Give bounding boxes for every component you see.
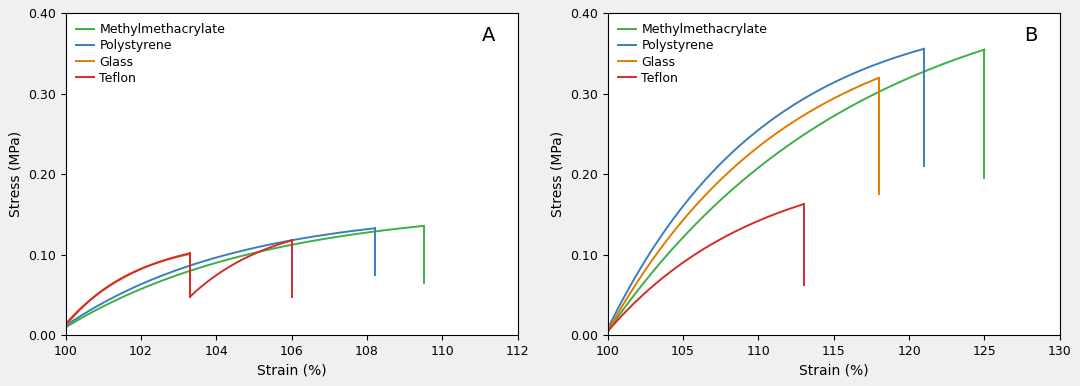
Teflon — [133, 267, 146, 272]
Polystyrene — [888, 56, 901, 60]
Polystyrene — [60, 323, 73, 327]
Glass — [602, 329, 615, 334]
Methylmethacrylate — [825, 115, 838, 119]
Glass — [184, 252, 197, 256]
X-axis label: Strain (%): Strain (%) — [799, 364, 868, 378]
Line: Glass: Glass — [608, 78, 879, 331]
Glass — [829, 95, 842, 100]
Methylmethacrylate — [59, 325, 72, 330]
Legend: Methylmethacrylate, Polystyrene, Glass, Teflon: Methylmethacrylate, Polystyrene, Glass, … — [613, 20, 771, 88]
Text: B: B — [1024, 26, 1037, 45]
Glass — [59, 323, 72, 328]
Methylmethacrylate — [978, 47, 991, 52]
Methylmethacrylate — [417, 223, 430, 228]
Methylmethacrylate — [279, 244, 292, 249]
Methylmethacrylate — [60, 324, 73, 329]
Line: Methylmethacrylate: Methylmethacrylate — [66, 226, 423, 327]
Teflon — [717, 235, 730, 240]
Line: Polystyrene: Polystyrene — [608, 49, 924, 329]
Teflon — [135, 266, 148, 271]
Line: Polystyrene: Polystyrene — [66, 228, 375, 326]
Y-axis label: Stress (MPa): Stress (MPa) — [551, 131, 565, 217]
Polystyrene — [795, 98, 808, 103]
Polystyrene — [788, 102, 801, 107]
Methylmethacrylate — [824, 115, 837, 120]
Polystyrene — [59, 323, 72, 328]
Glass — [847, 86, 860, 91]
Teflon — [172, 254, 185, 259]
Methylmethacrylate — [919, 69, 932, 73]
Teflon — [721, 233, 734, 238]
Teflon — [602, 329, 615, 334]
Polystyrene — [603, 325, 616, 329]
Methylmethacrylate — [602, 329, 615, 334]
Glass — [135, 266, 148, 271]
Polystyrene — [918, 46, 931, 51]
Text: A: A — [482, 26, 495, 45]
Teflon — [184, 251, 197, 256]
Teflon — [767, 213, 780, 217]
Teflon — [797, 202, 810, 207]
Polystyrene — [789, 101, 802, 106]
Glass — [767, 133, 780, 137]
Line: Teflon: Teflon — [608, 204, 804, 331]
Line: Methylmethacrylate: Methylmethacrylate — [608, 49, 985, 331]
Polystyrene — [868, 63, 881, 67]
Polystyrene — [320, 232, 333, 237]
Methylmethacrylate — [361, 230, 374, 235]
Methylmethacrylate — [271, 245, 284, 250]
Polystyrene — [242, 247, 255, 252]
Polystyrene — [248, 245, 261, 250]
Teflon — [59, 322, 72, 327]
Teflon — [779, 208, 792, 213]
Methylmethacrylate — [832, 111, 845, 116]
Glass — [873, 75, 886, 80]
Teflon — [59, 321, 72, 326]
Glass — [59, 323, 72, 328]
Glass — [172, 254, 185, 259]
Teflon — [133, 267, 146, 272]
Methylmethacrylate — [272, 245, 285, 250]
Teflon — [164, 256, 177, 261]
Polystyrene — [243, 247, 256, 251]
Legend: Methylmethacrylate, Polystyrene, Glass, Teflon: Methylmethacrylate, Polystyrene, Glass, … — [72, 20, 229, 88]
Polystyrene — [339, 230, 352, 234]
Glass — [164, 256, 177, 261]
Methylmethacrylate — [383, 227, 396, 232]
Polystyrene — [368, 226, 381, 230]
Line: Glass: Glass — [66, 254, 190, 326]
Teflon — [602, 328, 615, 333]
Methylmethacrylate — [603, 327, 616, 332]
Glass — [133, 267, 146, 272]
Teflon — [718, 235, 731, 239]
Glass — [602, 327, 615, 332]
X-axis label: Strain (%): Strain (%) — [257, 364, 326, 378]
Glass — [762, 136, 775, 141]
Methylmethacrylate — [943, 59, 956, 64]
Glass — [133, 267, 146, 272]
Glass — [761, 137, 774, 142]
Polystyrene — [602, 327, 615, 331]
Line: Teflon: Teflon — [66, 253, 190, 324]
Y-axis label: Stress (MPa): Stress (MPa) — [9, 131, 23, 217]
